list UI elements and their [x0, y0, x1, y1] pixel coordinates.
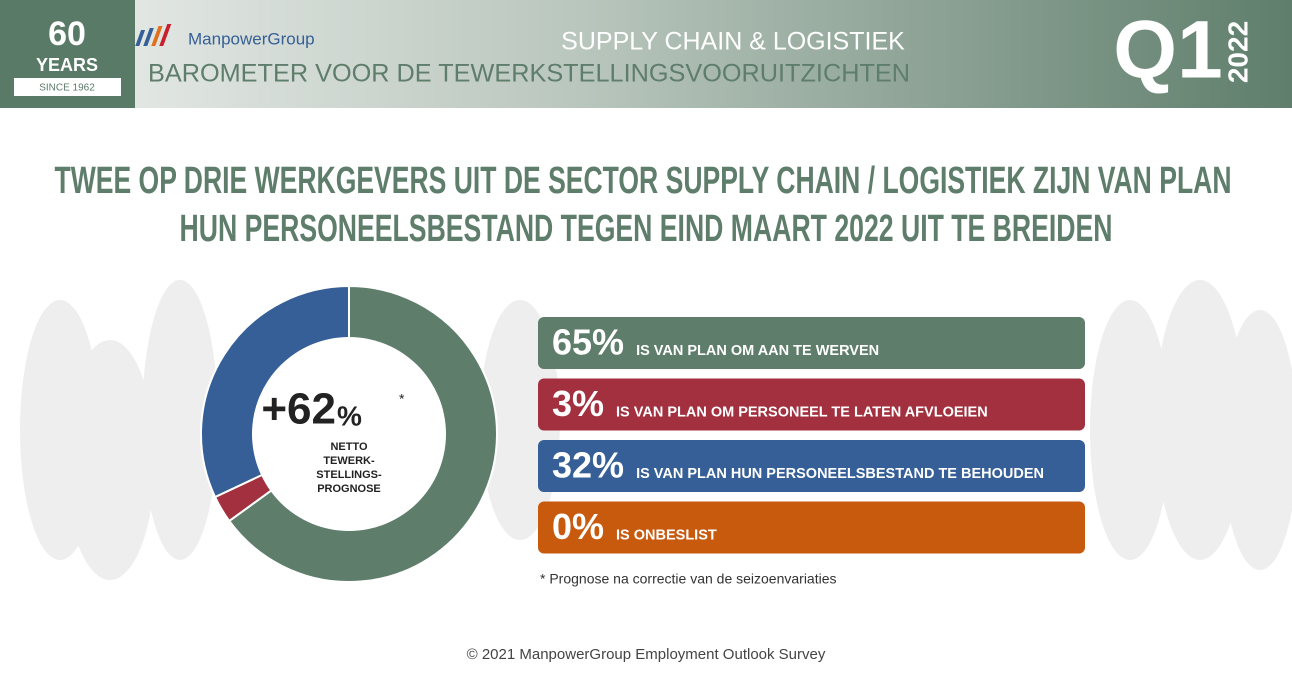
brand-name: ManpowerGroup [188, 29, 315, 48]
center-unit: % [337, 400, 362, 431]
badge-since: SINCE 1962 [39, 83, 95, 94]
legend-label: IS VAN PLAN HUN PERSONEELSBESTAND TE BEH… [636, 466, 1044, 482]
brand-logo [135, 24, 172, 46]
legend-bar [538, 501, 1085, 554]
center-value: +62 [261, 385, 336, 434]
value-label: 65% [552, 322, 624, 363]
copyright: © 2021 ManpowerGroup Employment Outlook … [467, 646, 826, 663]
center-caption: PROGNOSE [317, 483, 381, 495]
legend-label: IS ONBESLIST [616, 527, 717, 543]
quarter: Q1 [1113, 5, 1222, 96]
value-label: 3% [552, 383, 604, 424]
year: 2022 [1222, 21, 1253, 83]
header-bar [0, 0, 1292, 108]
center-mark: * [399, 391, 405, 407]
donut-hole [252, 337, 446, 531]
center-caption: STELLINGS- [316, 469, 382, 481]
legend-bar [538, 378, 1085, 431]
legend-label: IS VAN PLAN OM AAN TE WERVEN [636, 343, 879, 359]
center-caption: NETTO [330, 441, 368, 453]
legend-bar [538, 440, 1085, 492]
center-caption: TEWERK- [323, 455, 375, 467]
barometer-title: BAROMETER VOOR DE TEWERKSTELLINGSVOORUIT… [148, 60, 910, 88]
badge-word: YEARS [36, 55, 98, 75]
sector-title: SUPPLY CHAIN & LOGISTIEK [561, 28, 905, 56]
legend: 65% IS VAN PLAN OM AAN TE WERVEN 3% IS VAN … [538, 317, 1085, 554]
legend-label: IS VAN PLAN OM PERSONEEL TE LATEN AFVLOE… [616, 404, 988, 420]
crowd-silhouettes [20, 280, 1292, 580]
legend-bar [538, 317, 1085, 369]
badge-ribbon [14, 78, 121, 96]
chart-title: HUN PERSONEELSBESTAND TEGEN EIND MAART 2… [180, 208, 1113, 250]
badge-number: 60 [48, 15, 86, 53]
chart-title: TWEE OP DRIE WERKGEVERS UIT DE SECTOR SU… [55, 160, 1232, 202]
footnote: * Prognose na correctie van de seizoenva… [540, 571, 837, 587]
value-label: 0% [552, 506, 604, 547]
value-label: 32% [552, 445, 624, 486]
